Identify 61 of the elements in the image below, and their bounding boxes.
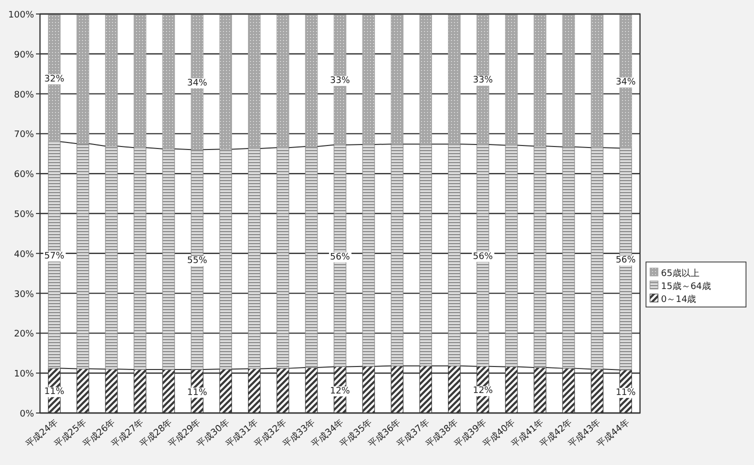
y-tick-label: 90% xyxy=(14,50,34,60)
bar xyxy=(562,146,575,369)
data-label: 56% xyxy=(616,255,636,266)
bar xyxy=(134,14,146,148)
bar xyxy=(276,14,290,148)
bar xyxy=(362,14,375,145)
bar xyxy=(162,14,175,150)
data-label: 12% xyxy=(330,386,350,396)
y-tick-label: 40% xyxy=(14,250,34,260)
bar xyxy=(390,144,404,366)
data-label: 11% xyxy=(187,388,208,398)
y-tick-label: 60% xyxy=(14,170,34,180)
bar xyxy=(76,14,90,144)
legend-label: 15歳～64歳 xyxy=(661,281,711,292)
y-tick-label: 70% xyxy=(14,130,34,140)
y-tick-label: 80% xyxy=(14,90,34,100)
bar xyxy=(219,148,232,370)
data-label: 34% xyxy=(616,78,636,88)
bar xyxy=(362,144,375,367)
bar xyxy=(562,14,575,148)
data-label: 56% xyxy=(330,252,350,262)
bar xyxy=(248,148,261,370)
data-label: 11% xyxy=(44,387,65,398)
bar xyxy=(505,144,518,368)
y-tick-label: 100% xyxy=(8,10,34,20)
bar xyxy=(534,146,546,368)
data-label: 11% xyxy=(616,388,636,398)
y-tick-label: 10% xyxy=(14,370,34,380)
y-tick-label: 20% xyxy=(14,330,34,340)
bar xyxy=(534,14,546,146)
data-label: 57% xyxy=(44,251,65,262)
bar xyxy=(419,144,432,366)
data-label: 33% xyxy=(472,76,494,86)
y-tick-label: 0% xyxy=(20,410,34,420)
bar xyxy=(105,146,118,370)
bar xyxy=(134,147,146,370)
bar xyxy=(76,143,90,370)
bar xyxy=(448,14,461,144)
data-label: 33% xyxy=(330,76,350,86)
legend-label: 65歳以上 xyxy=(661,268,700,279)
data-label: 34% xyxy=(187,78,208,88)
bar xyxy=(505,14,518,146)
bar xyxy=(162,148,175,370)
bar xyxy=(419,14,432,144)
bar xyxy=(276,147,290,369)
bar xyxy=(305,14,318,147)
bar xyxy=(248,14,261,149)
data-label: 55% xyxy=(187,256,208,266)
bar xyxy=(105,14,118,146)
bar xyxy=(305,146,318,368)
y-tick-label: 50% xyxy=(14,210,34,220)
data-label: 56% xyxy=(472,252,494,262)
bar xyxy=(448,144,461,366)
data-label: 32% xyxy=(44,74,65,84)
bar xyxy=(590,14,604,148)
bar xyxy=(590,147,604,370)
bar xyxy=(219,14,232,150)
y-tick-label: 30% xyxy=(14,290,34,300)
data-label: 12% xyxy=(472,386,494,396)
bar xyxy=(390,14,404,144)
legend-label: 0～14歳 xyxy=(661,294,696,305)
